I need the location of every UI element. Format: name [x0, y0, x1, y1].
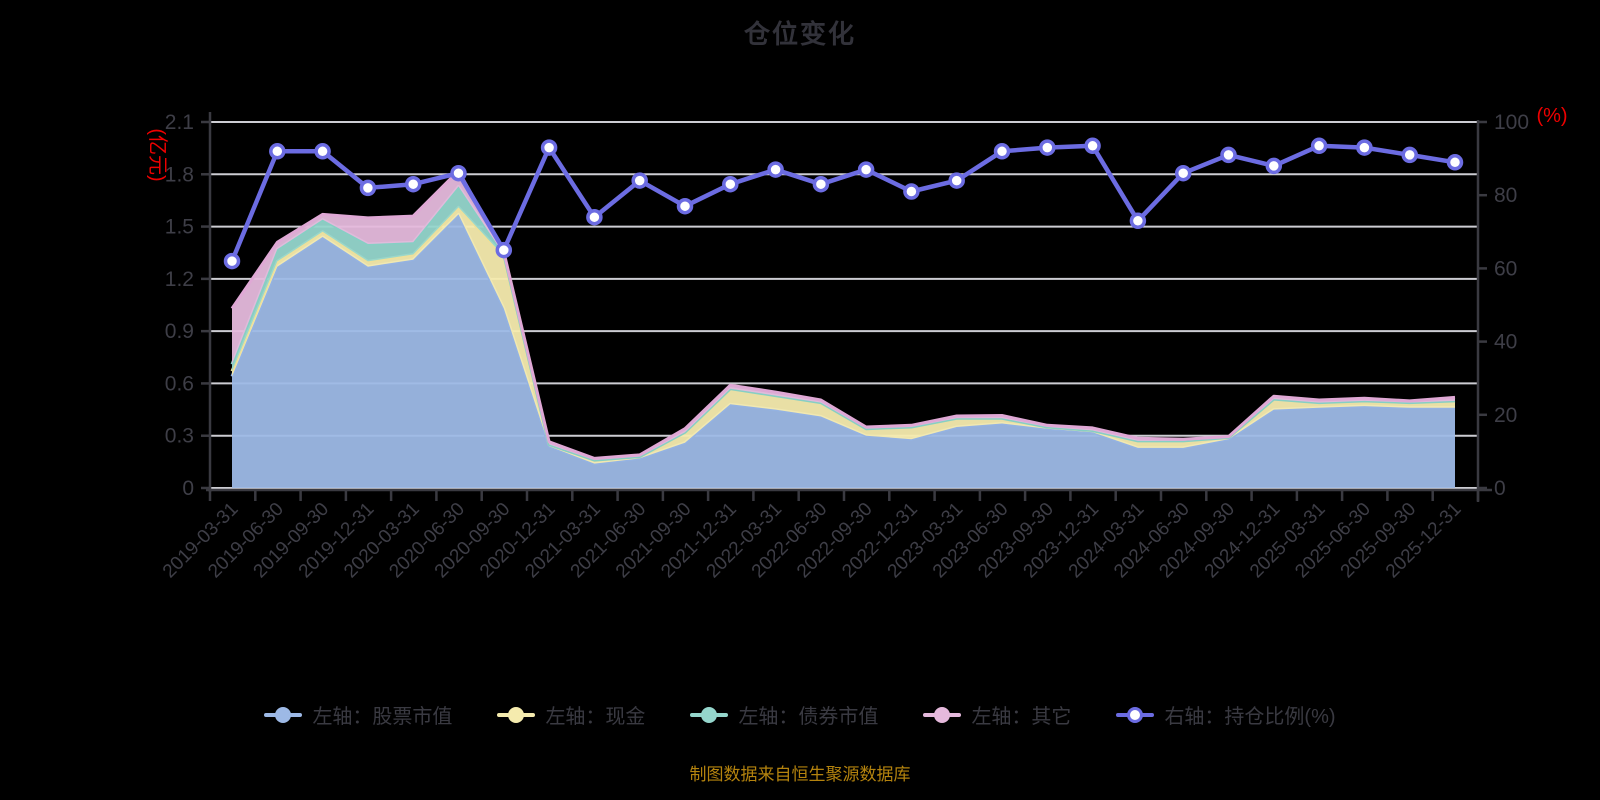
svg-text:20: 20: [1494, 404, 1517, 427]
svg-text:60: 60: [1494, 257, 1517, 280]
legend-area-marker-icon: [497, 706, 536, 724]
right-axis-labels: 0 20 40 60 80 100: [1494, 111, 1529, 500]
svg-text:0.9: 0.9: [165, 320, 194, 343]
line-point[interactable]: [857, 161, 875, 178]
svg-text:0.6: 0.6: [165, 372, 194, 395]
line-point[interactable]: [1220, 146, 1237, 164]
svg-text:100: 100: [1494, 111, 1529, 134]
legend-item-3[interactable]: 左轴：其它: [923, 700, 1071, 729]
line-point[interactable]: [1310, 137, 1328, 155]
line-point[interactable]: [1039, 139, 1056, 156]
line-point[interactable]: [812, 175, 830, 193]
legend-label: 左轴：其它: [971, 706, 1072, 728]
chart-title: 仓位变化: [743, 19, 856, 49]
axes: [201, 112, 1492, 502]
line-point[interactable]: [269, 143, 286, 160]
line-point[interactable]: [586, 208, 603, 226]
left-axis-labels: 0 0.3 0.6 0.9 1.2 1.5 1.8 2.1: [165, 111, 194, 500]
line-point[interactable]: [676, 197, 694, 215]
line-point[interactable]: [223, 252, 241, 270]
legend-item-2[interactable]: 左轴：债券市值: [690, 700, 878, 729]
legend-label: 左轴：现金: [545, 706, 646, 728]
svg-text:2.1: 2.1: [165, 111, 194, 134]
legend: 左轴：股票市值 左轴：现金 左轴：债券市值 左轴：其它 右轴：持仓比例(%): [0, 700, 1600, 729]
area-series-3[interactable]: [230, 169, 1456, 461]
axis-name-left: (亿元): [146, 128, 169, 181]
svg-text:1.5: 1.5: [165, 216, 194, 239]
legend-line-marker-icon: [1116, 706, 1155, 724]
svg-text:40: 40: [1494, 331, 1517, 354]
legend-area-marker-icon: [264, 706, 303, 724]
svg-text:0.3: 0.3: [165, 425, 194, 448]
legend-label: 左轴：股票市值: [312, 706, 453, 728]
line-point[interactable]: [314, 143, 331, 160]
line-point[interactable]: [722, 175, 739, 193]
line-point[interactable]: [903, 183, 920, 200]
line-point[interactable]: [1356, 139, 1373, 156]
legend-area-marker-icon: [923, 706, 962, 724]
line-point[interactable]: [1401, 146, 1418, 164]
svg-text:(%): (%): [1536, 105, 1567, 127]
line-point[interactable]: [495, 241, 513, 259]
line-point[interactable]: [450, 164, 467, 182]
line-point[interactable]: [993, 143, 1011, 160]
line-point[interactable]: [1446, 154, 1464, 171]
line-point[interactable]: [1265, 157, 1283, 175]
svg-text:0: 0: [182, 477, 194, 500]
line-series-holding-ratio[interactable]: [223, 137, 1464, 270]
svg-text:1.8: 1.8: [165, 163, 194, 186]
line-point[interactable]: [359, 179, 377, 197]
line-point[interactable]: [1084, 137, 1101, 155]
line-point[interactable]: [631, 172, 648, 189]
x-axis-labels: 2019-03-312019-06-302019-09-302019-12-31…: [159, 499, 1466, 583]
source-note: 制图数据来自恒生聚源数据库: [689, 765, 911, 784]
line-point[interactable]: [1174, 164, 1192, 182]
legend-label: 左轴：债券市值: [738, 706, 879, 728]
svg-text:0: 0: [1494, 477, 1506, 500]
axis-name-right: (%): [1536, 105, 1567, 127]
legend-item-0[interactable]: 左轴：股票市值: [264, 700, 452, 729]
line-point[interactable]: [540, 139, 558, 156]
line-point[interactable]: [948, 172, 965, 189]
line-point[interactable]: [767, 161, 784, 178]
legend-area-marker-icon: [690, 706, 729, 724]
svg-text:(亿元): (亿元): [146, 128, 169, 181]
svg-text:1.2: 1.2: [165, 268, 194, 291]
legend-item-4[interactable]: 右轴：持仓比例(%): [1116, 700, 1336, 729]
legend-item-1[interactable]: 左轴：现金: [497, 700, 645, 729]
line-point[interactable]: [1129, 212, 1147, 230]
svg-text:80: 80: [1494, 184, 1517, 207]
line-point[interactable]: [404, 175, 422, 193]
legend-label: 右轴：持仓比例(%): [1164, 706, 1336, 728]
